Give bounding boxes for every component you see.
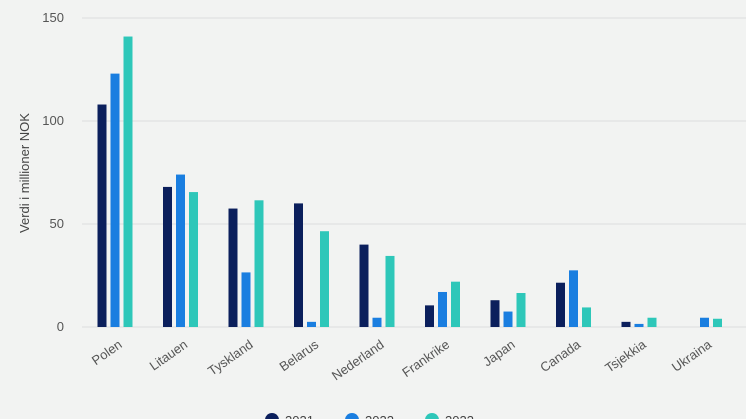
bar-canada-2022 [569, 270, 578, 327]
bar-tyskland-2021 [228, 208, 238, 327]
x-tick-label: Belarus [276, 336, 321, 374]
bar-ukraina-2023 [713, 318, 722, 327]
y-tick-label: 0 [57, 319, 64, 334]
bar-tsjekkia-2023 [647, 317, 657, 327]
y-axis-title: Verdi i millioner NOK [17, 113, 32, 233]
bar-japan-2022 [503, 311, 513, 327]
x-tick-label: Tyskland [205, 337, 256, 379]
legend-label-2023: 2023 [445, 413, 474, 419]
legend-marker-2022 [345, 413, 359, 419]
x-tick-label: Polen [89, 337, 125, 368]
bar-polen-2023 [123, 36, 133, 327]
x-tick-label: Nederland [329, 337, 387, 384]
bar-frankrike-2023 [451, 281, 460, 327]
y-tick-label: 50 [50, 216, 64, 231]
bar-canada-2021 [556, 282, 565, 327]
bar-belarus-2023 [320, 231, 329, 327]
x-tick-label: Japan [480, 337, 518, 370]
bar-japan-2021 [490, 300, 500, 327]
bar-belarus-2022 [307, 321, 316, 327]
legend-marker-2023 [425, 413, 439, 419]
bar-tsjekkia-2021 [621, 321, 631, 327]
x-tick-label: Frankrike [399, 337, 452, 380]
bar-frankrike-2022 [438, 291, 447, 327]
legend: 2021 2022 2023 [265, 413, 474, 419]
bar-litauen-2022 [176, 174, 185, 327]
bar-ukraina-2022 [700, 317, 709, 327]
y-tick-label: 150 [42, 10, 64, 25]
bar-belarus-2021 [294, 203, 303, 327]
bar-polen-2021 [97, 104, 107, 328]
bar-tyskland-2022 [241, 272, 251, 327]
y-tick-label: 100 [42, 113, 64, 128]
bar-litauen-2021 [163, 186, 172, 327]
bar-japan-2023 [516, 293, 526, 327]
bar-tyskland-2023 [254, 200, 264, 327]
x-tick-label: Litauen [147, 337, 191, 374]
y-axis-ticks: 0 50 100 150 [42, 10, 64, 334]
x-tick-label: Ukraina [669, 336, 715, 374]
bars [97, 36, 722, 328]
bar-frankrike-2021 [425, 305, 434, 327]
bar-nederland-2021 [359, 244, 369, 327]
bar-nederland-2023 [385, 255, 395, 327]
legend-label-2021: 2021 [285, 413, 314, 419]
bar-canada-2023 [582, 307, 591, 327]
x-tick-label: Canada [537, 336, 584, 375]
x-tick-label: Tsjekkia [602, 336, 649, 375]
legend-label-2022: 2022 [365, 413, 394, 419]
x-axis-ticks: Polen Litauen Tyskland Belarus Nederland Fran… [89, 336, 715, 383]
bar-litauen-2023 [189, 192, 198, 327]
bar-nederland-2022 [372, 317, 382, 327]
bar-polen-2022 [110, 73, 120, 328]
legend-marker-2021 [265, 413, 279, 419]
bar-tsjekkia-2022 [634, 323, 644, 327]
